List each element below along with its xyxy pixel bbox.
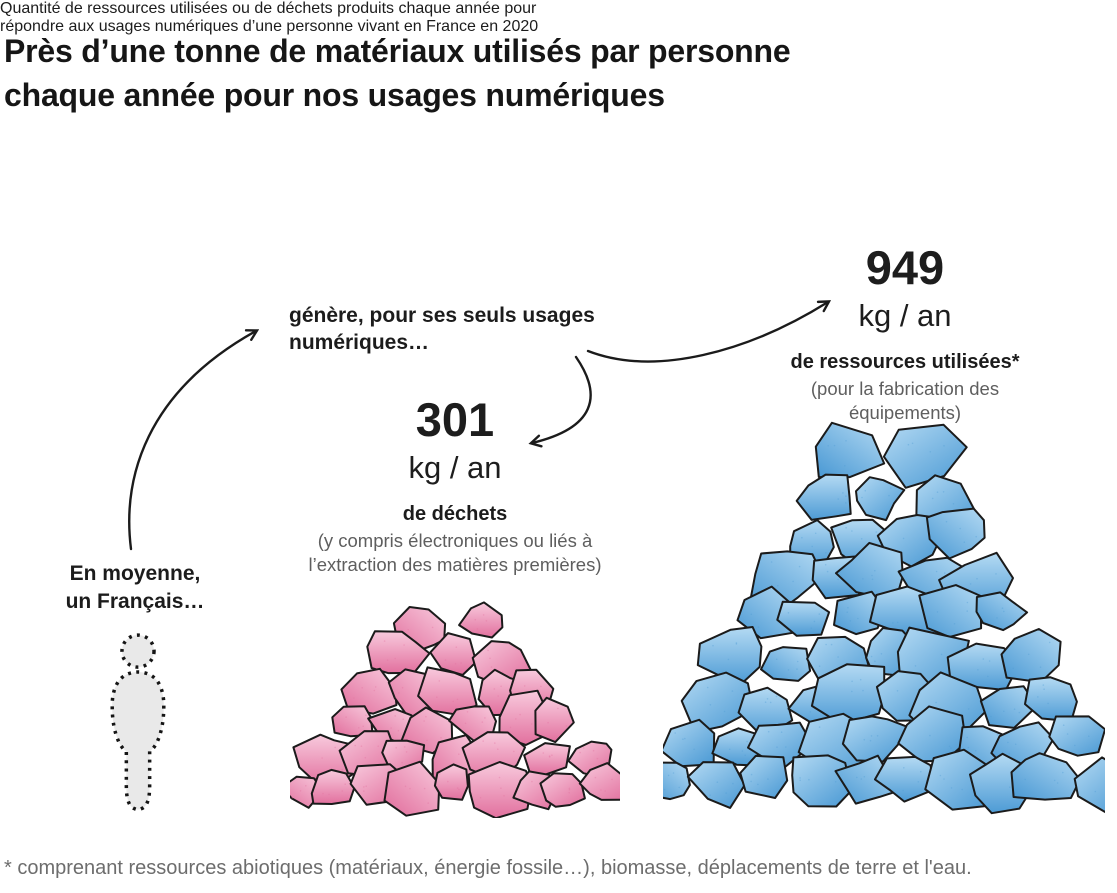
page-subtitle-line1: Quantité de ressources utilisées ou de d… [0, 0, 537, 17]
person-annotation-line1: En moyenne, [69, 562, 201, 585]
resources-value: 949 [865, 241, 945, 294]
generates-annotation-line1: génère, pour ses seuls usages [289, 304, 595, 327]
waste-value: 301 [415, 393, 495, 446]
waste-note: (y compris électroniques ou liés à l’ext… [308, 529, 602, 575]
resources-note: (pour la fabrication des équipements) [810, 377, 1000, 423]
footnote: * comprenant ressources abiotiques (maté… [4, 857, 972, 879]
curved-arrow-person-to-generates-icon [128, 331, 256, 551]
waste-label: de déchets [402, 502, 508, 525]
person-head-icon [120, 633, 156, 669]
person-icon [110, 633, 166, 812]
generates-annotation-line2: numériques… [289, 331, 430, 354]
page-title-line2: chaque année pour nos usages numériques [4, 77, 665, 114]
resources-label: de ressources utilisées* [790, 350, 1020, 373]
page-title-line1: Près d’une tonne de matériaux utilisés p… [4, 33, 791, 70]
page-title: Près d’une tonne de matériaux utilisés p… [4, 29, 1074, 117]
person-annotation-line2: un Français… [65, 590, 205, 613]
person-annotation: En moyenne, un Français… [55, 560, 215, 616]
resources-unit: kg / an [858, 298, 952, 333]
waste-pile-illustration [290, 601, 620, 818]
generates-annotation: génère, pour ses seuls usages numériques… [289, 302, 629, 356]
resources-pile-illustration [663, 421, 1105, 815]
page-subtitle-line2: répondre aux usages numériques d’une per… [0, 18, 539, 35]
person-body-icon [110, 670, 166, 812]
resources-stat-group: 949 kg / an de ressources utilisées* (po… [755, 244, 1055, 425]
waste-unit: kg / an [408, 450, 502, 485]
waste-stat-group: 301 kg / an de déchets (y compris électr… [305, 396, 605, 577]
